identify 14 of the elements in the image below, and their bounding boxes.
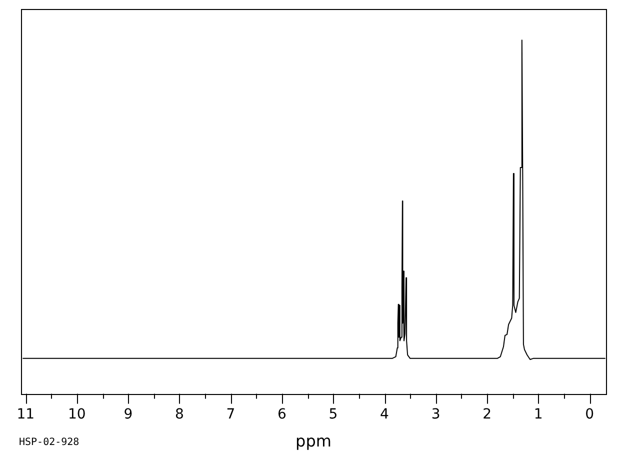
text: HSP-02-928	[19, 437, 80, 449]
x-tick-label: 0	[585, 406, 594, 422]
x-tick-label: 10	[68, 406, 86, 422]
x-tick-label: 9	[124, 406, 133, 422]
x-tick-label: 6	[278, 406, 287, 422]
x-tick-label: 8	[174, 406, 184, 422]
x-tick-label: 2	[482, 406, 492, 422]
x-tick-label: 1	[534, 406, 543, 422]
x-tick-label: 4	[380, 406, 390, 422]
x-tick-label: 3	[431, 406, 440, 422]
x-axis-title: ppm	[296, 432, 332, 451]
x-tick-label: 7	[226, 406, 236, 422]
x-tick-label: 11	[16, 406, 35, 422]
x-tick-label: 5	[328, 406, 338, 422]
